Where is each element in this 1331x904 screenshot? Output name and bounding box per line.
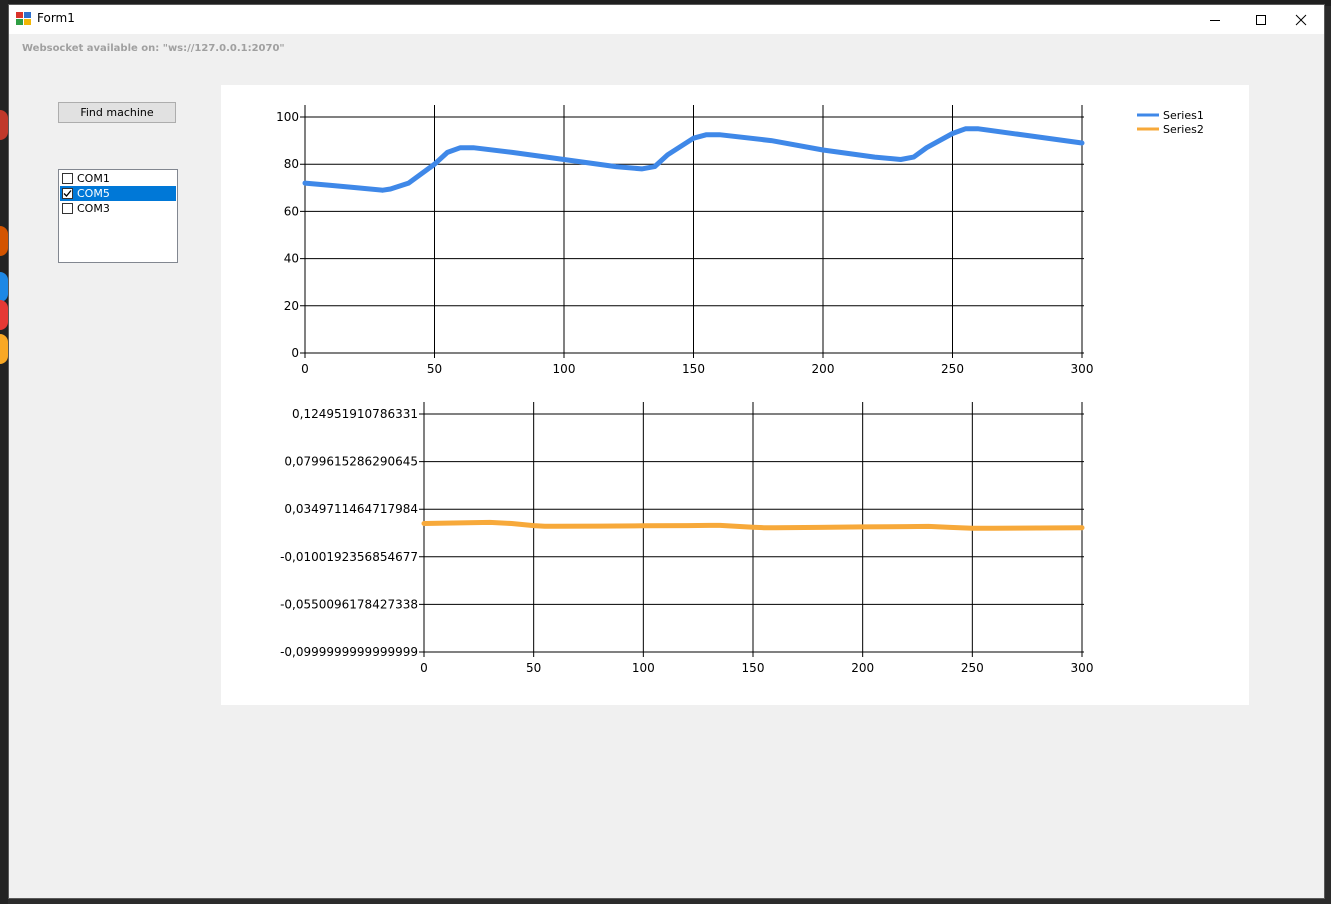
dock-app-icon[interactable] [0, 226, 8, 256]
x-tick-label: 100 [632, 661, 655, 675]
main-window: Form1 Websocket available on: "ws://127.… [8, 4, 1325, 899]
y-tick-label: -0,0550096178427338 [280, 597, 418, 611]
x-tick-label: 250 [941, 362, 964, 376]
y-tick-label: 80 [284, 157, 299, 171]
close-button[interactable] [1278, 5, 1324, 34]
y-tick-label: 0,124951910786331 [292, 407, 418, 421]
y-tick-label: 0,0349711464717984 [284, 502, 418, 516]
window-title: Form1 [37, 11, 75, 25]
x-tick-label: 300 [1071, 661, 1094, 675]
legend-entry: Series1 [1163, 109, 1204, 122]
chart-canvas: 0 50 100 150 200 250 300 0 20 40 60 80 100 0 50 100 150 2… [276, 105, 1204, 675]
x-tick-label: 100 [553, 362, 576, 376]
checkbox[interactable] [62, 173, 73, 184]
checkbox[interactable] [62, 188, 73, 199]
dock-app-icon[interactable] [0, 272, 8, 302]
desktop-dock [0, 0, 8, 904]
port-label: COM5 [77, 187, 110, 200]
checkbox[interactable] [62, 203, 73, 214]
x-tick-label: 300 [1071, 362, 1094, 376]
port-item-com5[interactable]: COM5 [60, 186, 176, 201]
series-line-series2 [421, 519, 1085, 531]
minimize-icon [1210, 19, 1220, 21]
maximize-button[interactable] [1238, 5, 1284, 34]
x-tick-label: 50 [526, 661, 541, 675]
app-icon [16, 12, 32, 26]
x-tick-label: 0 [420, 661, 428, 675]
dock-app-icon[interactable] [0, 110, 8, 140]
x-tick-label: 200 [851, 661, 874, 675]
series-line-series1 [302, 126, 1085, 193]
dock-app-icon[interactable] [0, 300, 8, 330]
y-tick-label: 0,0799615286290645 [284, 455, 418, 469]
y-tick-label: 100 [276, 110, 299, 124]
minimize-button[interactable] [1192, 5, 1238, 34]
dock-app-icon[interactable] [0, 334, 8, 364]
legend-entry: Series2 [1163, 123, 1204, 136]
checkmark-icon [63, 190, 72, 197]
y-tick-label: 20 [284, 299, 299, 313]
y-tick-label: -0,0100192356854677 [280, 550, 418, 564]
x-tick-label: 150 [742, 661, 765, 675]
com-port-checklist[interactable]: COM1 COM5 COM3 [58, 169, 178, 263]
find-machine-button[interactable]: Find machine [58, 102, 176, 123]
x-tick-label: 150 [682, 362, 705, 376]
x-tick-label: 250 [961, 661, 984, 675]
port-item-com1[interactable]: COM1 [60, 171, 176, 186]
y-tick-label: 40 [284, 252, 299, 266]
maximize-icon [1256, 14, 1266, 25]
desktop-background [0, 0, 1331, 6]
x-tick-label: 0 [301, 362, 309, 376]
y-tick-label: -0,0999999999999999 [280, 645, 418, 659]
y-tick-label: 60 [284, 204, 299, 218]
x-tick-label: 200 [812, 362, 835, 376]
port-item-com3[interactable]: COM3 [60, 201, 176, 216]
x-tick-label: 50 [427, 362, 442, 376]
websocket-status-label: Websocket available on: "ws://127.0.0.1:… [22, 43, 285, 54]
chart-area: 0 50 100 150 200 250 300 0 20 40 60 80 100 0 50 100 150 2… [221, 85, 1249, 705]
y-tick-label: 0 [291, 346, 299, 360]
title-bar[interactable]: Form1 [9, 5, 1324, 34]
port-label: COM3 [77, 202, 110, 215]
port-label: COM1 [77, 172, 110, 185]
close-icon [1295, 14, 1307, 25]
